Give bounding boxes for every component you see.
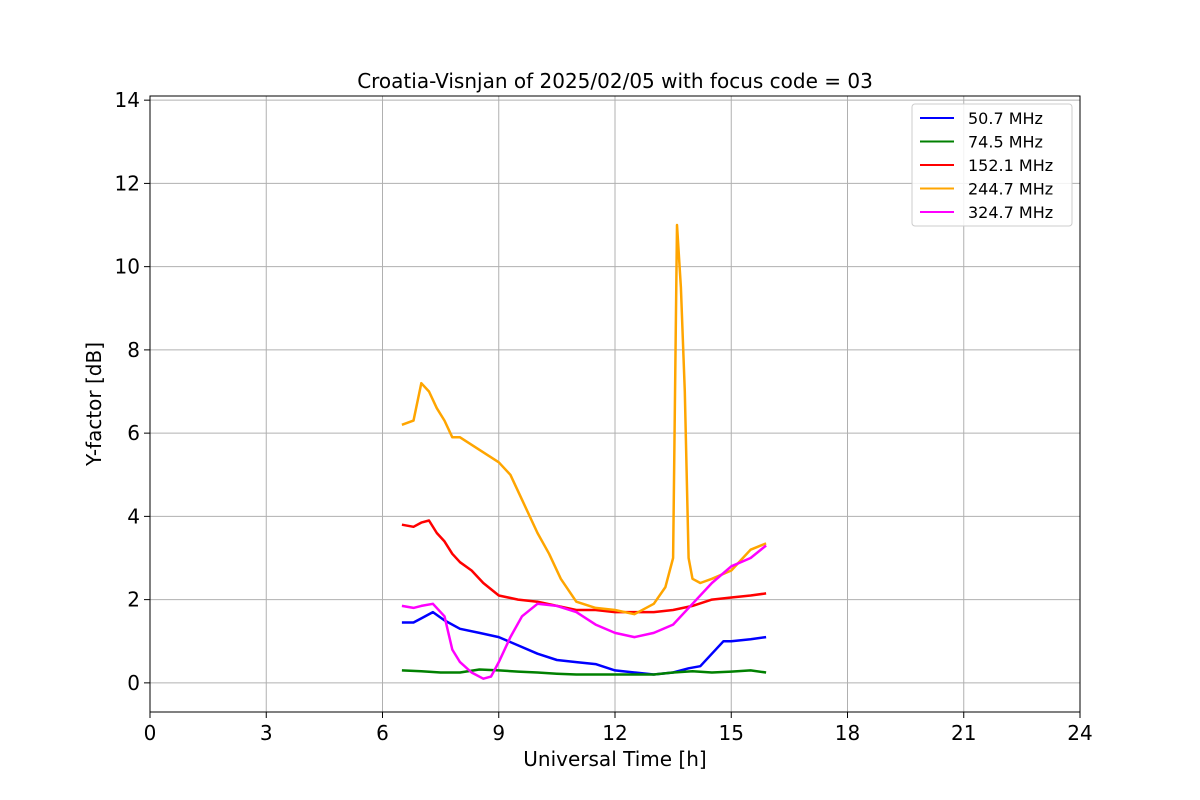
series-line-2 [401, 519, 767, 614]
x-tick-label: 24 [1067, 721, 1092, 745]
series-line-0 [401, 610, 767, 676]
legend-label: 324.7 MHz [968, 203, 1053, 222]
y-tick-label: 10 [115, 255, 140, 279]
y-tick-label: 8 [127, 338, 140, 362]
series-layer [401, 223, 767, 680]
legend-box [911, 103, 1073, 227]
y-tick-label: 0 [127, 671, 140, 695]
legend-label: 152.1 MHz [968, 156, 1053, 175]
legend: 50.7 MHz 74.5 MHz 152.1 MHz 244.7 MHz 32… [911, 103, 1073, 227]
legend-label: 50.7 MHz [968, 109, 1043, 128]
x-tick-label: 21 [951, 721, 976, 745]
x-tick-label: 0 [144, 721, 157, 745]
series-line-3 [401, 223, 767, 616]
y-tick-label: 6 [127, 421, 140, 445]
series-line-4 [401, 544, 767, 680]
legend-label: 244.7 MHz [968, 180, 1053, 199]
x-tick-label: 3 [260, 721, 273, 745]
x-tick-label: 12 [602, 721, 627, 745]
x-tick-label: 6 [376, 721, 389, 745]
x-tick-label: 18 [835, 721, 860, 745]
x-tick-label: 15 [719, 721, 744, 745]
series-line-1 [401, 668, 767, 676]
y-tick-label: 4 [127, 504, 140, 528]
y-tick-label: 14 [115, 88, 140, 112]
x-tick-label: 9 [492, 721, 505, 745]
y-tick-label: 12 [115, 171, 140, 195]
y-tick-label: 2 [127, 588, 140, 612]
y-axis-label: Y-factor [dB] [82, 342, 106, 467]
x-axis-label: Universal Time [h] [523, 747, 706, 771]
chart-title: Croatia-Visnjan of 2025/02/05 with focus… [357, 69, 873, 93]
legend-label: 74.5 MHz [968, 133, 1043, 152]
